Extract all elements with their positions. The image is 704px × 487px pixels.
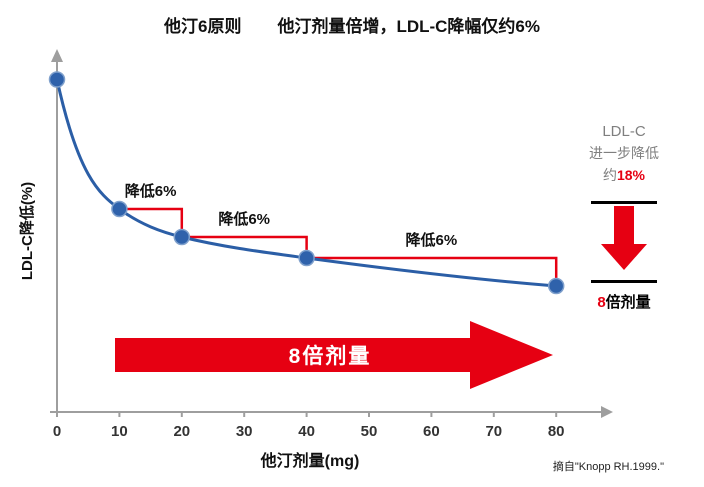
title-right: 他汀剂量倍增，LDL-C降幅仅约6% <box>277 17 541 36</box>
side-dose-label: 8倍剂量 <box>584 291 664 312</box>
y-axis-label: LDL-C降低(%) <box>19 181 36 281</box>
data-point <box>111 200 128 218</box>
data-point <box>173 228 191 246</box>
side-panel-line3-prefix: 约 <box>602 166 617 183</box>
side-panel: LDL-C 进一步降低 约18% 8倍剂量 <box>584 120 664 312</box>
step-annotation-label: 降低6% <box>125 182 177 200</box>
x-tick-label: 10 <box>111 423 128 440</box>
x-tick-label: 40 <box>298 423 315 440</box>
data-point <box>298 249 315 267</box>
x-tick-label: 30 <box>236 423 253 440</box>
x-tick-label: 50 <box>361 423 378 440</box>
big-dose-arrow-label: 8倍剂量 <box>289 344 372 368</box>
data-point <box>48 71 66 88</box>
x-axis-arrow-icon <box>601 406 613 418</box>
page-title: 他汀6原则 他汀剂量倍增，LDL-C降幅仅约6% <box>0 12 704 37</box>
source-citation: 摘自"Knopp RH.1999." <box>552 461 664 473</box>
data-point <box>547 277 565 295</box>
x-axis-label: 他汀剂量(mg) <box>260 453 360 470</box>
side-dose-label-number: 8 <box>597 293 606 311</box>
side-panel-line1: LDL-C <box>602 123 646 140</box>
x-tick-label: 0 <box>53 423 61 440</box>
side-panel-line2: 进一步降低 <box>589 145 659 162</box>
step-annotation-label: 降低6% <box>218 210 270 228</box>
x-tick-label: 20 <box>173 423 190 440</box>
step-annotation-label: 降低6% <box>406 231 458 249</box>
top-rule <box>591 200 657 204</box>
side-dose-label-rest: 倍剂量 <box>605 293 651 311</box>
y-axis-arrow-icon <box>51 49 63 62</box>
bottom-rule <box>591 279 657 283</box>
x-tick-label: 60 <box>423 423 440 440</box>
down-arrow-head-icon <box>601 243 647 270</box>
side-panel-line3: 约18% <box>584 165 664 187</box>
big-dose-arrow <box>115 321 553 389</box>
step-annotation-line <box>119 207 184 237</box>
x-tick-label: 70 <box>485 423 502 440</box>
x-tick-label: 80 <box>548 423 565 440</box>
ldl-reduction-curve <box>55 78 558 288</box>
step-annotation-line <box>306 256 558 286</box>
down-arrow-icon <box>614 205 634 244</box>
side-panel-line3-value: 18% <box>616 166 646 183</box>
title-left: 他汀6原则 <box>163 17 242 36</box>
